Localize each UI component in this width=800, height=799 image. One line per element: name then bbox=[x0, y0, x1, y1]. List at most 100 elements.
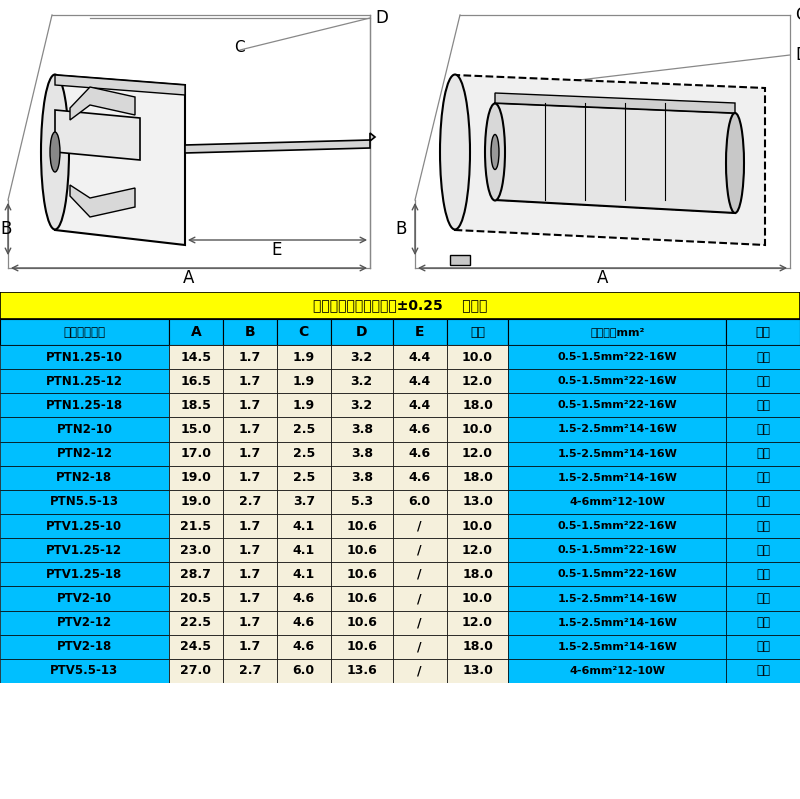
Text: 4.1: 4.1 bbox=[293, 568, 315, 581]
Text: /: / bbox=[418, 665, 422, 678]
Bar bbox=[446, 466, 509, 490]
Text: PTN-PTV: PTN-PTV bbox=[251, 711, 549, 770]
Bar bbox=[726, 345, 800, 369]
Text: 4.6: 4.6 bbox=[293, 616, 315, 629]
Bar bbox=[393, 345, 446, 369]
Text: 4-6mm²12-10W: 4-6mm²12-10W bbox=[570, 666, 666, 676]
Text: 12.0: 12.0 bbox=[462, 543, 493, 557]
Bar bbox=[726, 610, 800, 634]
Text: PTV2-18: PTV2-18 bbox=[57, 640, 112, 654]
Text: 1.7: 1.7 bbox=[238, 351, 261, 364]
Bar bbox=[330, 442, 393, 466]
Text: 黄铜: 黄铜 bbox=[756, 423, 770, 436]
Text: 1.9: 1.9 bbox=[293, 375, 315, 388]
Text: 18.0: 18.0 bbox=[462, 471, 493, 484]
Bar bbox=[330, 610, 393, 634]
Text: 黄铜: 黄铜 bbox=[756, 665, 770, 678]
Text: 4.4: 4.4 bbox=[409, 399, 430, 411]
Bar bbox=[393, 393, 446, 417]
Ellipse shape bbox=[50, 132, 60, 172]
Bar bbox=[330, 319, 393, 345]
Text: A: A bbox=[597, 269, 608, 287]
Text: 1.7: 1.7 bbox=[238, 471, 261, 484]
Bar bbox=[223, 514, 277, 539]
Bar bbox=[0, 369, 169, 393]
Bar bbox=[169, 490, 223, 514]
Bar bbox=[509, 369, 726, 393]
Bar bbox=[446, 369, 509, 393]
Bar bbox=[0, 634, 169, 659]
Text: 3.8: 3.8 bbox=[350, 471, 373, 484]
Text: E: E bbox=[272, 241, 282, 259]
Bar bbox=[223, 586, 277, 610]
Bar bbox=[0, 659, 169, 683]
Bar bbox=[726, 369, 800, 393]
Text: 19.0: 19.0 bbox=[180, 495, 211, 508]
Polygon shape bbox=[70, 87, 135, 120]
Text: D: D bbox=[375, 9, 388, 27]
Text: 10.6: 10.6 bbox=[346, 640, 377, 654]
Bar bbox=[726, 634, 800, 659]
Text: 1.7: 1.7 bbox=[238, 447, 261, 460]
Bar bbox=[446, 490, 509, 514]
Bar bbox=[509, 393, 726, 417]
Bar bbox=[393, 466, 446, 490]
Polygon shape bbox=[55, 75, 185, 245]
Text: 15.0: 15.0 bbox=[180, 423, 211, 436]
Text: PTN2-12: PTN2-12 bbox=[57, 447, 113, 460]
Bar bbox=[726, 586, 800, 610]
Text: /: / bbox=[418, 616, 422, 629]
Bar bbox=[277, 466, 330, 490]
Bar bbox=[277, 659, 330, 683]
Text: 18.0: 18.0 bbox=[462, 399, 493, 411]
Text: 20.5: 20.5 bbox=[180, 592, 211, 605]
Bar bbox=[223, 345, 277, 369]
Bar bbox=[446, 659, 509, 683]
Bar bbox=[330, 393, 393, 417]
Text: 18.5: 18.5 bbox=[180, 399, 211, 411]
Text: 10.6: 10.6 bbox=[346, 568, 377, 581]
Bar bbox=[223, 490, 277, 514]
Text: 黄铜: 黄铜 bbox=[756, 351, 770, 364]
Text: 4.4: 4.4 bbox=[409, 351, 430, 364]
Polygon shape bbox=[185, 133, 375, 155]
Bar bbox=[169, 610, 223, 634]
Text: 13.0: 13.0 bbox=[462, 495, 493, 508]
Bar bbox=[277, 417, 330, 442]
Bar bbox=[393, 634, 446, 659]
Text: /: / bbox=[418, 592, 422, 605]
Bar bbox=[393, 442, 446, 466]
Text: PTV1.25-10: PTV1.25-10 bbox=[46, 519, 122, 533]
Text: /: / bbox=[418, 640, 422, 654]
Text: B: B bbox=[0, 220, 11, 238]
Bar bbox=[277, 610, 330, 634]
Text: D: D bbox=[795, 46, 800, 64]
Text: 10.6: 10.6 bbox=[346, 616, 377, 629]
Text: 2.7: 2.7 bbox=[238, 495, 261, 508]
Bar bbox=[223, 539, 277, 562]
Text: A: A bbox=[190, 325, 202, 339]
Bar bbox=[0, 562, 169, 586]
Bar bbox=[169, 345, 223, 369]
Text: 3.2: 3.2 bbox=[350, 351, 373, 364]
Text: PTV1.25-12: PTV1.25-12 bbox=[46, 543, 122, 557]
Text: B: B bbox=[245, 325, 255, 339]
Text: 28.7: 28.7 bbox=[180, 568, 211, 581]
Bar bbox=[0, 292, 800, 319]
Bar bbox=[277, 442, 330, 466]
Text: 0.5-1.5mm²22-16W: 0.5-1.5mm²22-16W bbox=[558, 352, 678, 362]
Text: 黄铜: 黄铜 bbox=[756, 543, 770, 557]
Bar bbox=[169, 369, 223, 393]
Bar bbox=[509, 562, 726, 586]
Text: 黄铜: 黄铜 bbox=[756, 375, 770, 388]
Bar bbox=[446, 345, 509, 369]
Bar bbox=[277, 586, 330, 610]
Text: E: E bbox=[415, 325, 424, 339]
Bar bbox=[509, 659, 726, 683]
Text: 1.5-2.5mm²14-16W: 1.5-2.5mm²14-16W bbox=[558, 449, 678, 459]
Text: /: / bbox=[418, 519, 422, 533]
Text: 14.5: 14.5 bbox=[180, 351, 211, 364]
Bar bbox=[169, 466, 223, 490]
Bar bbox=[446, 539, 509, 562]
Bar bbox=[277, 490, 330, 514]
